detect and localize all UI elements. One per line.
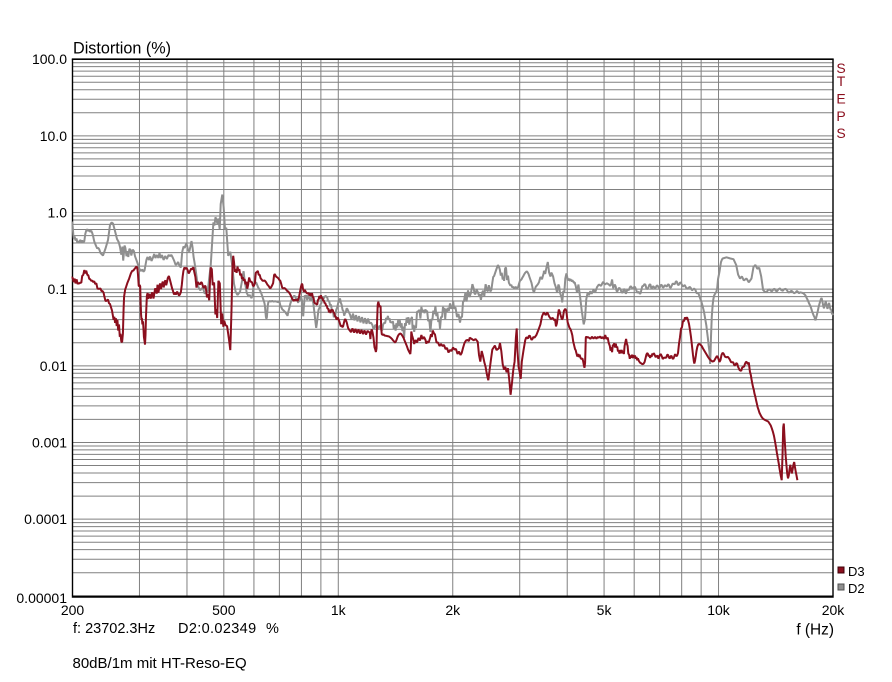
- svg-text:D3: D3: [848, 564, 865, 579]
- svg-text:P: P: [836, 108, 845, 124]
- svg-text:D2: D2: [848, 581, 865, 596]
- svg-text:Distortion (%): Distortion (%): [73, 40, 171, 58]
- svg-text:80dB/1m mit HT-Reso-EQ: 80dB/1m mit HT-Reso-EQ: [73, 655, 247, 672]
- svg-text:500: 500: [212, 602, 236, 618]
- svg-text:1.0: 1.0: [48, 205, 68, 221]
- svg-text:10.0: 10.0: [40, 128, 67, 144]
- svg-text:0.001: 0.001: [32, 434, 67, 450]
- svg-text:S: S: [836, 125, 845, 141]
- svg-text:200: 200: [61, 602, 85, 618]
- svg-text:100.0: 100.0: [32, 51, 67, 67]
- svg-text:2k: 2k: [445, 602, 461, 618]
- svg-text:1k: 1k: [331, 602, 347, 618]
- svg-text:10k: 10k: [707, 602, 731, 618]
- svg-text:0.1: 0.1: [48, 281, 68, 297]
- svg-text:f: 23702.3Hz: f: 23702.3Hz: [73, 621, 155, 637]
- svg-text:%: %: [266, 621, 279, 637]
- svg-text:S: S: [836, 60, 845, 76]
- svg-text:f (Hz): f (Hz): [796, 622, 834, 639]
- svg-text:20k: 20k: [822, 602, 846, 618]
- svg-text:0.0001: 0.0001: [24, 511, 67, 527]
- svg-text:0.00001: 0.00001: [16, 590, 67, 606]
- svg-text:5k: 5k: [597, 602, 613, 618]
- svg-text:D2:0.02349: D2:0.02349: [178, 621, 256, 637]
- svg-text:T: T: [837, 73, 846, 89]
- svg-text:E: E: [836, 91, 845, 107]
- svg-text:0.01: 0.01: [40, 358, 67, 374]
